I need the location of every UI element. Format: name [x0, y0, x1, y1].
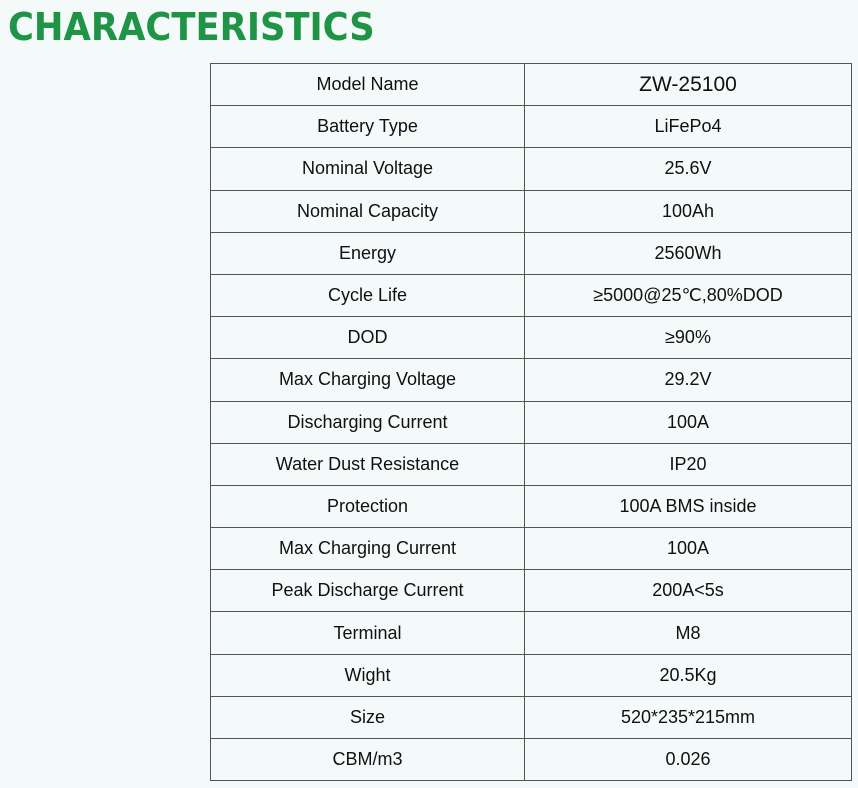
- table-row: Nominal Capacity 100Ah: [210, 189, 852, 233]
- spec-label: Terminal: [210, 611, 525, 655]
- spec-label: Max Charging Current: [210, 527, 525, 571]
- spec-label: Protection: [210, 484, 525, 529]
- spec-value: LiFePo4: [524, 105, 852, 149]
- spec-value: 100A: [524, 527, 852, 571]
- spec-label: Max Charging Voltage: [210, 358, 525, 402]
- spec-value: ≥90%: [524, 316, 852, 360]
- spec-value: ≥5000@25℃,80%DOD: [524, 273, 852, 318]
- spec-label: Size: [210, 695, 525, 740]
- spec-label: Water Dust Resistance: [210, 442, 525, 486]
- spec-label: Nominal Voltage: [210, 147, 525, 191]
- spec-value: 20.5Kg: [524, 653, 852, 697]
- spec-value: 100A: [524, 400, 852, 444]
- spec-label: Discharging Current: [210, 400, 525, 444]
- spec-value: 100A BMS inside: [524, 484, 852, 529]
- table-row: Peak Discharge Current 200A<5s: [210, 569, 852, 613]
- table-row: Max Charging Current 100A: [210, 527, 852, 571]
- table-row: Battery Type LiFePo4: [210, 105, 852, 149]
- table-row: Model Name ZW-25100: [210, 62, 852, 107]
- spec-value: 29.2V: [524, 358, 852, 402]
- spec-value: M8: [524, 611, 852, 655]
- table-row: Size 520*235*215mm: [210, 695, 852, 740]
- spec-value: 100Ah: [524, 189, 852, 233]
- table-row: DOD ≥90%: [210, 316, 852, 360]
- table-row: Protection 100A BMS inside: [210, 484, 852, 529]
- spec-label: Peak Discharge Current: [210, 569, 525, 613]
- table-row: CBM/m3 0.026: [210, 737, 852, 782]
- spec-label: DOD: [210, 316, 525, 360]
- spec-value: 25.6V: [524, 147, 852, 191]
- spec-value: 0.026: [524, 737, 852, 782]
- spec-label: Wight: [210, 653, 525, 697]
- table-row: Energy 2560Wh: [210, 231, 852, 275]
- spec-label: Battery Type: [210, 105, 525, 149]
- table-row: Water Dust Resistance IP20: [210, 442, 852, 486]
- table-row: Cycle Life ≥5000@25℃,80%DOD: [210, 273, 852, 318]
- spec-value: ZW-25100: [524, 62, 852, 107]
- page-title: CHARACTERISTICS: [8, 5, 375, 49]
- spec-label: CBM/m3: [210, 737, 525, 782]
- spec-table: Model Name ZW-25100 Battery Type LiFePo4 Nom…: [210, 62, 852, 782]
- spec-value: 2560Wh: [524, 231, 852, 275]
- spec-label: Cycle Life: [210, 273, 525, 318]
- spec-value: 520*235*215mm: [524, 695, 852, 740]
- spec-label: Energy: [210, 231, 525, 275]
- table-row: Wight 20.5Kg: [210, 653, 852, 697]
- table-row: Terminal M8: [210, 611, 852, 655]
- table-row: Discharging Current 100A: [210, 400, 852, 444]
- spec-label: Model Name: [210, 62, 525, 107]
- table-row: Nominal Voltage 25.6V: [210, 147, 852, 191]
- table-row: Max Charging Voltage 29.2V: [210, 358, 852, 402]
- spec-label: Nominal Capacity: [210, 189, 525, 233]
- spec-value: 200A<5s: [524, 569, 852, 613]
- spec-value: IP20: [524, 442, 852, 486]
